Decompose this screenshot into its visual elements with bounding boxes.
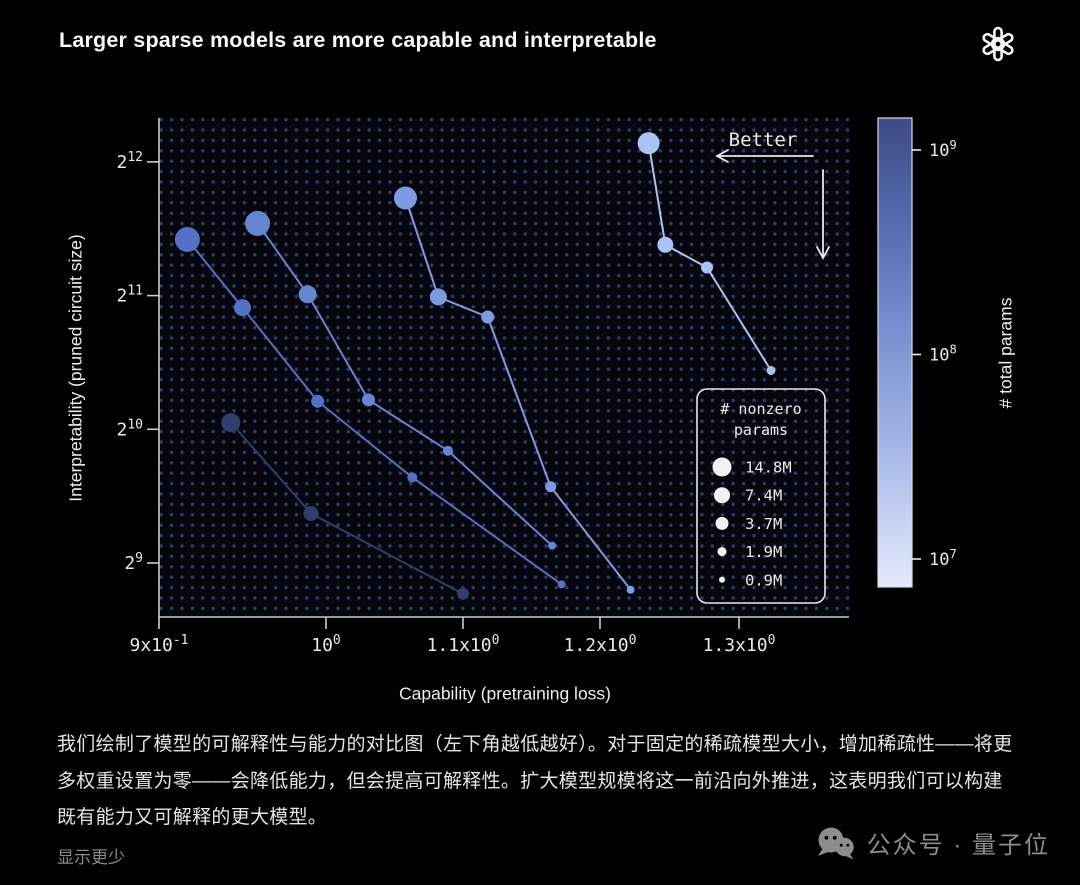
data-point [637, 132, 660, 155]
data-point [557, 580, 566, 589]
x-axis: 9x10-1 100 1.1x100 1.2x100 1.3x100 [129, 617, 775, 656]
data-point [361, 393, 375, 407]
data-point [245, 210, 271, 236]
page-title: Larger sparse models are more capable an… [59, 28, 657, 52]
y-tick-label: 212 [117, 150, 144, 173]
caption-text: 我们绘制了模型的可解释性与能力的对比图（左下角越低越好）。对于固定的稀疏模型大小… [57, 734, 1013, 828]
x-tick-label: 100 [311, 633, 341, 656]
show-less-link[interactable]: 显示更少 [57, 848, 125, 867]
legend-dot [717, 547, 727, 557]
colorbar: 109 108 107 [877, 117, 957, 588]
legend-dot [712, 457, 732, 477]
data-point [626, 585, 635, 594]
legend-entry-label: 7.4M [745, 487, 782, 505]
data-point [545, 481, 557, 493]
data-point [311, 394, 325, 408]
x-axis-label: Capability (pretraining loss) [398, 683, 612, 704]
legend-entry-label: 14.8M [745, 459, 792, 477]
series-5-lightest-fewest-total-params [637, 132, 776, 375]
y-tick-label: 211 [117, 284, 144, 307]
series-2 [174, 226, 566, 589]
data-point [766, 365, 776, 375]
y-axis-label: Interpretability (pruned circuit size) [65, 234, 86, 502]
legend: # nonzero params 14.8M 7.4M 3.7M 1.9M 0.9M [696, 388, 826, 604]
legend-entry-label: 3.7M [745, 515, 782, 533]
data-point [657, 236, 674, 253]
watermark: 公众号 · 量子位 [815, 824, 1050, 860]
legend-entry-label: 1.9M [745, 543, 782, 561]
y-tick-label: 210 [117, 417, 144, 440]
data-point [221, 413, 241, 433]
data-point [303, 506, 319, 522]
series-1-darkest-most-total-params [221, 413, 469, 600]
x-tick-label: 1.2x100 [564, 633, 637, 656]
x-tick-label: 1.1x100 [427, 633, 500, 656]
data-point [429, 288, 447, 306]
legend-dot [719, 576, 725, 583]
series-4 [393, 186, 635, 594]
better-label: Better [729, 129, 798, 151]
colorbar-label: # total params [995, 297, 1016, 409]
better-annotation: Better [715, 129, 830, 260]
colorbar-tick-label: 107 [929, 547, 957, 570]
plot-area [159, 118, 849, 617]
openai-logo-icon [982, 26, 1014, 62]
chart-canvas: 9x10-1 100 1.1x100 1.2x100 1.3x1002122112102… [117, 117, 957, 656]
legend-entry-label: 0.9M [745, 571, 782, 589]
x-tick-label: 9x10-1 [129, 633, 188, 656]
legend-dot [714, 487, 730, 504]
watermark-text: 公众号 · 量子位 [866, 831, 1050, 859]
data-point [457, 587, 469, 600]
data-point [481, 310, 495, 324]
data-point [442, 445, 453, 456]
data-point [298, 285, 317, 304]
data-point [407, 472, 418, 483]
y-tick-label: 29 [124, 551, 143, 574]
series-3 [245, 210, 557, 550]
data-point [393, 186, 417, 210]
x-tick-label: 1.3x100 [703, 633, 776, 656]
legend-title: # nonzero params [720, 400, 801, 439]
data-point [234, 299, 251, 317]
legend-dot [715, 516, 729, 530]
colorbar-tick-label: 108 [929, 343, 957, 366]
data-point [174, 226, 200, 252]
y-axis: 212 211 210 29 [117, 150, 159, 574]
wechat-icon [817, 827, 854, 860]
colorbar-tick-label: 109 [929, 138, 957, 161]
data-point [701, 261, 714, 274]
series-line [647, 143, 772, 371]
data-point [548, 541, 557, 550]
